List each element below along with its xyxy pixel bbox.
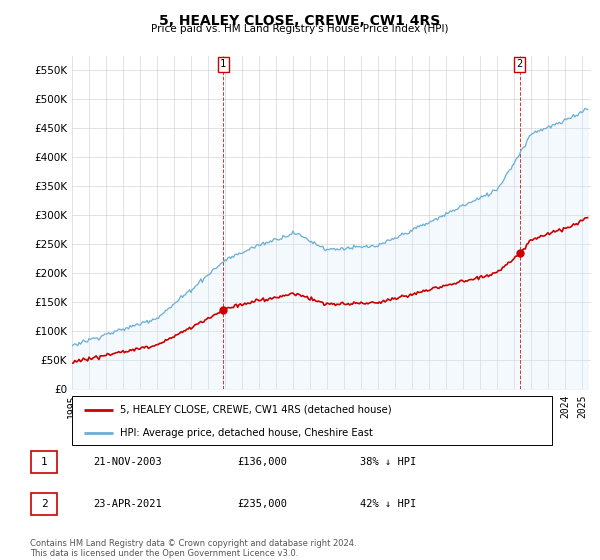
Text: Contains HM Land Registry data © Crown copyright and database right 2024.
This d: Contains HM Land Registry data © Crown c… <box>30 539 356 558</box>
Text: HPI: Average price, detached house, Cheshire East: HPI: Average price, detached house, Ches… <box>120 428 373 438</box>
Text: 21-NOV-2003: 21-NOV-2003 <box>93 457 162 467</box>
Text: 5, HEALEY CLOSE, CREWE, CW1 4RS (detached house): 5, HEALEY CLOSE, CREWE, CW1 4RS (detache… <box>120 405 392 415</box>
Text: Price paid vs. HM Land Registry's House Price Index (HPI): Price paid vs. HM Land Registry's House … <box>151 24 449 34</box>
FancyBboxPatch shape <box>31 451 58 473</box>
Text: 38% ↓ HPI: 38% ↓ HPI <box>360 457 416 467</box>
Text: 2: 2 <box>517 59 523 69</box>
Text: 5, HEALEY CLOSE, CREWE, CW1 4RS: 5, HEALEY CLOSE, CREWE, CW1 4RS <box>160 14 440 28</box>
FancyBboxPatch shape <box>72 396 552 445</box>
Text: £136,000: £136,000 <box>237 457 287 467</box>
FancyBboxPatch shape <box>31 493 58 515</box>
Text: 2: 2 <box>41 499 48 509</box>
Text: 23-APR-2021: 23-APR-2021 <box>93 499 162 509</box>
Text: 42% ↓ HPI: 42% ↓ HPI <box>360 499 416 509</box>
Text: 1: 1 <box>41 457 48 467</box>
Text: 1: 1 <box>220 59 226 69</box>
Text: £235,000: £235,000 <box>237 499 287 509</box>
